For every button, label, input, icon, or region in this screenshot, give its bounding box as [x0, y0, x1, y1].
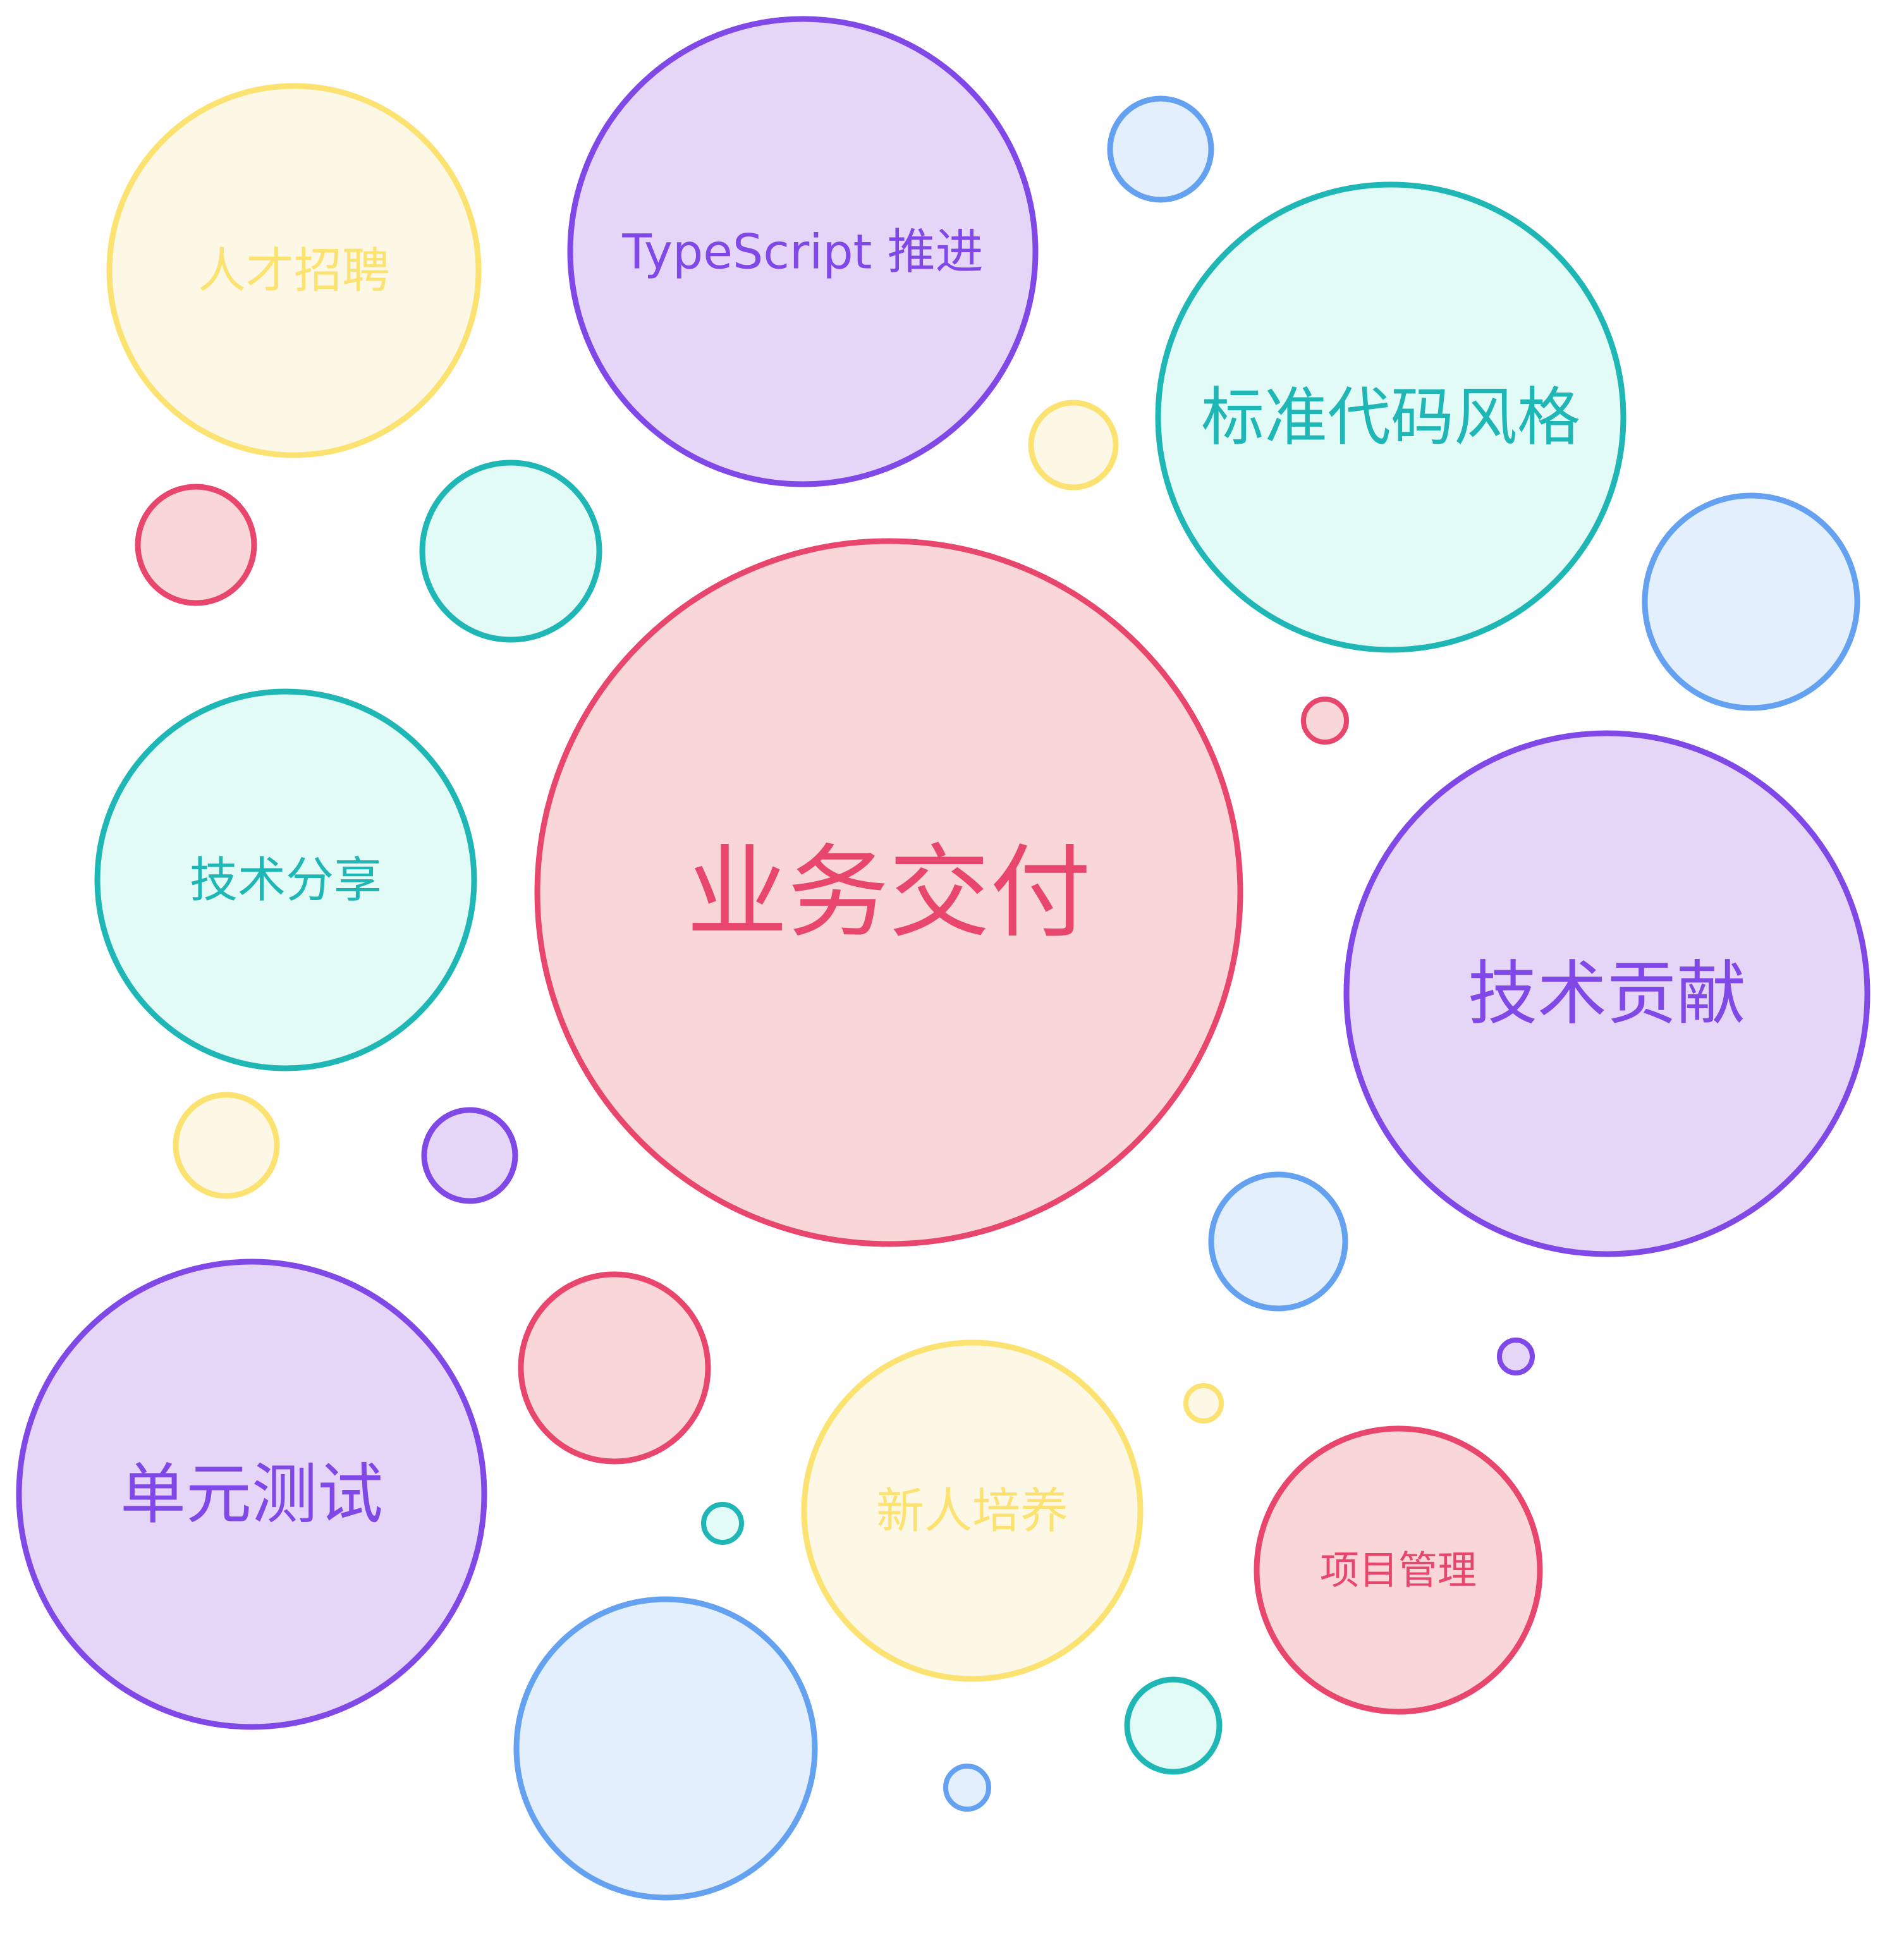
decorative-circle: [513, 1596, 818, 1901]
bubble-xinren_peiyang: 新人培养: [801, 1339, 1144, 1682]
bubble-label: 新人培养: [876, 1483, 1068, 1539]
decorative-bubble: [701, 1502, 744, 1545]
decorative-circle: [1107, 95, 1214, 203]
decorative-circle: [419, 460, 602, 643]
bubble-jishu_gongxian: 技术贡献: [1343, 730, 1870, 1257]
decorative-circle: [1183, 1383, 1224, 1424]
bubble-label: 项目管理: [1320, 1547, 1477, 1594]
decorative-bubble: [513, 1596, 818, 1901]
decorative-bubble: [1183, 1383, 1224, 1424]
bubble-label: 标准代码风格: [1201, 381, 1580, 454]
decorative-circle: [421, 1107, 518, 1204]
decorative-circle: [1301, 697, 1349, 745]
decorative-circle: [135, 484, 257, 606]
decorative-bubble: [1642, 492, 1860, 711]
decorative-circle: [518, 1271, 711, 1465]
decorative-bubble: [419, 460, 602, 643]
bubble-label: 人才招聘: [198, 243, 390, 299]
decorative-bubble: [173, 1092, 280, 1199]
decorative-circle: [1497, 1338, 1535, 1375]
bubble-label: 技术分享: [190, 852, 382, 908]
bubble-circle: [801, 1339, 1144, 1682]
decorative-bubble: [1124, 1676, 1223, 1775]
decorative-bubble: [1028, 399, 1119, 491]
bubble-circle: [1254, 1425, 1543, 1715]
decorative-circle: [1208, 1171, 1348, 1312]
decorative-circle: [1028, 399, 1119, 491]
bubble-yewu_jiaofu: 业务交付: [534, 538, 1243, 1247]
bubble-label: 业务交付: [687, 834, 1091, 952]
decorative-circle: [943, 1764, 991, 1812]
decorative-circle: [1124, 1676, 1223, 1775]
decorative-circle: [173, 1092, 280, 1199]
decorative-circle: [701, 1502, 744, 1545]
bubble-circle: [534, 538, 1243, 1247]
decorative-bubble: [1497, 1338, 1535, 1375]
decorative-bubble: [1107, 95, 1214, 203]
bubble-circle: [567, 16, 1039, 487]
decorative-bubble: [518, 1271, 711, 1465]
decorative-bubble: [943, 1764, 991, 1812]
bubble-xiangmu_guanli: 项目管理: [1254, 1425, 1543, 1715]
decorative-bubble: [1301, 697, 1349, 745]
bubble-danyuan_ceshi: 单元测试: [16, 1259, 487, 1730]
bubble-circle: [106, 83, 482, 458]
bubble-circle: [94, 688, 477, 1071]
decorative-bubble: [421, 1107, 518, 1204]
bubble-label: 单元测试: [120, 1456, 383, 1533]
bubble-typescript: TypeScript 推进: [567, 16, 1039, 487]
bubble-label: TypeScript 推进: [621, 224, 983, 280]
bubble-circle: [16, 1259, 487, 1730]
bubble-label: 技术贡献: [1468, 953, 1746, 1034]
bubble-jishu_fenxiang: 技术分享: [94, 688, 477, 1071]
bubble-circle: [1343, 730, 1870, 1257]
bubble-biaozhun_daima: 标准代码风格: [1155, 181, 1626, 653]
decorative-bubble: [135, 484, 257, 606]
bubble-rencai_zhaopin: 人才招聘: [106, 83, 482, 458]
decorative-circle: [1642, 492, 1860, 711]
bubble-circle: [1155, 181, 1626, 653]
decorative-bubble: [1208, 1171, 1348, 1312]
